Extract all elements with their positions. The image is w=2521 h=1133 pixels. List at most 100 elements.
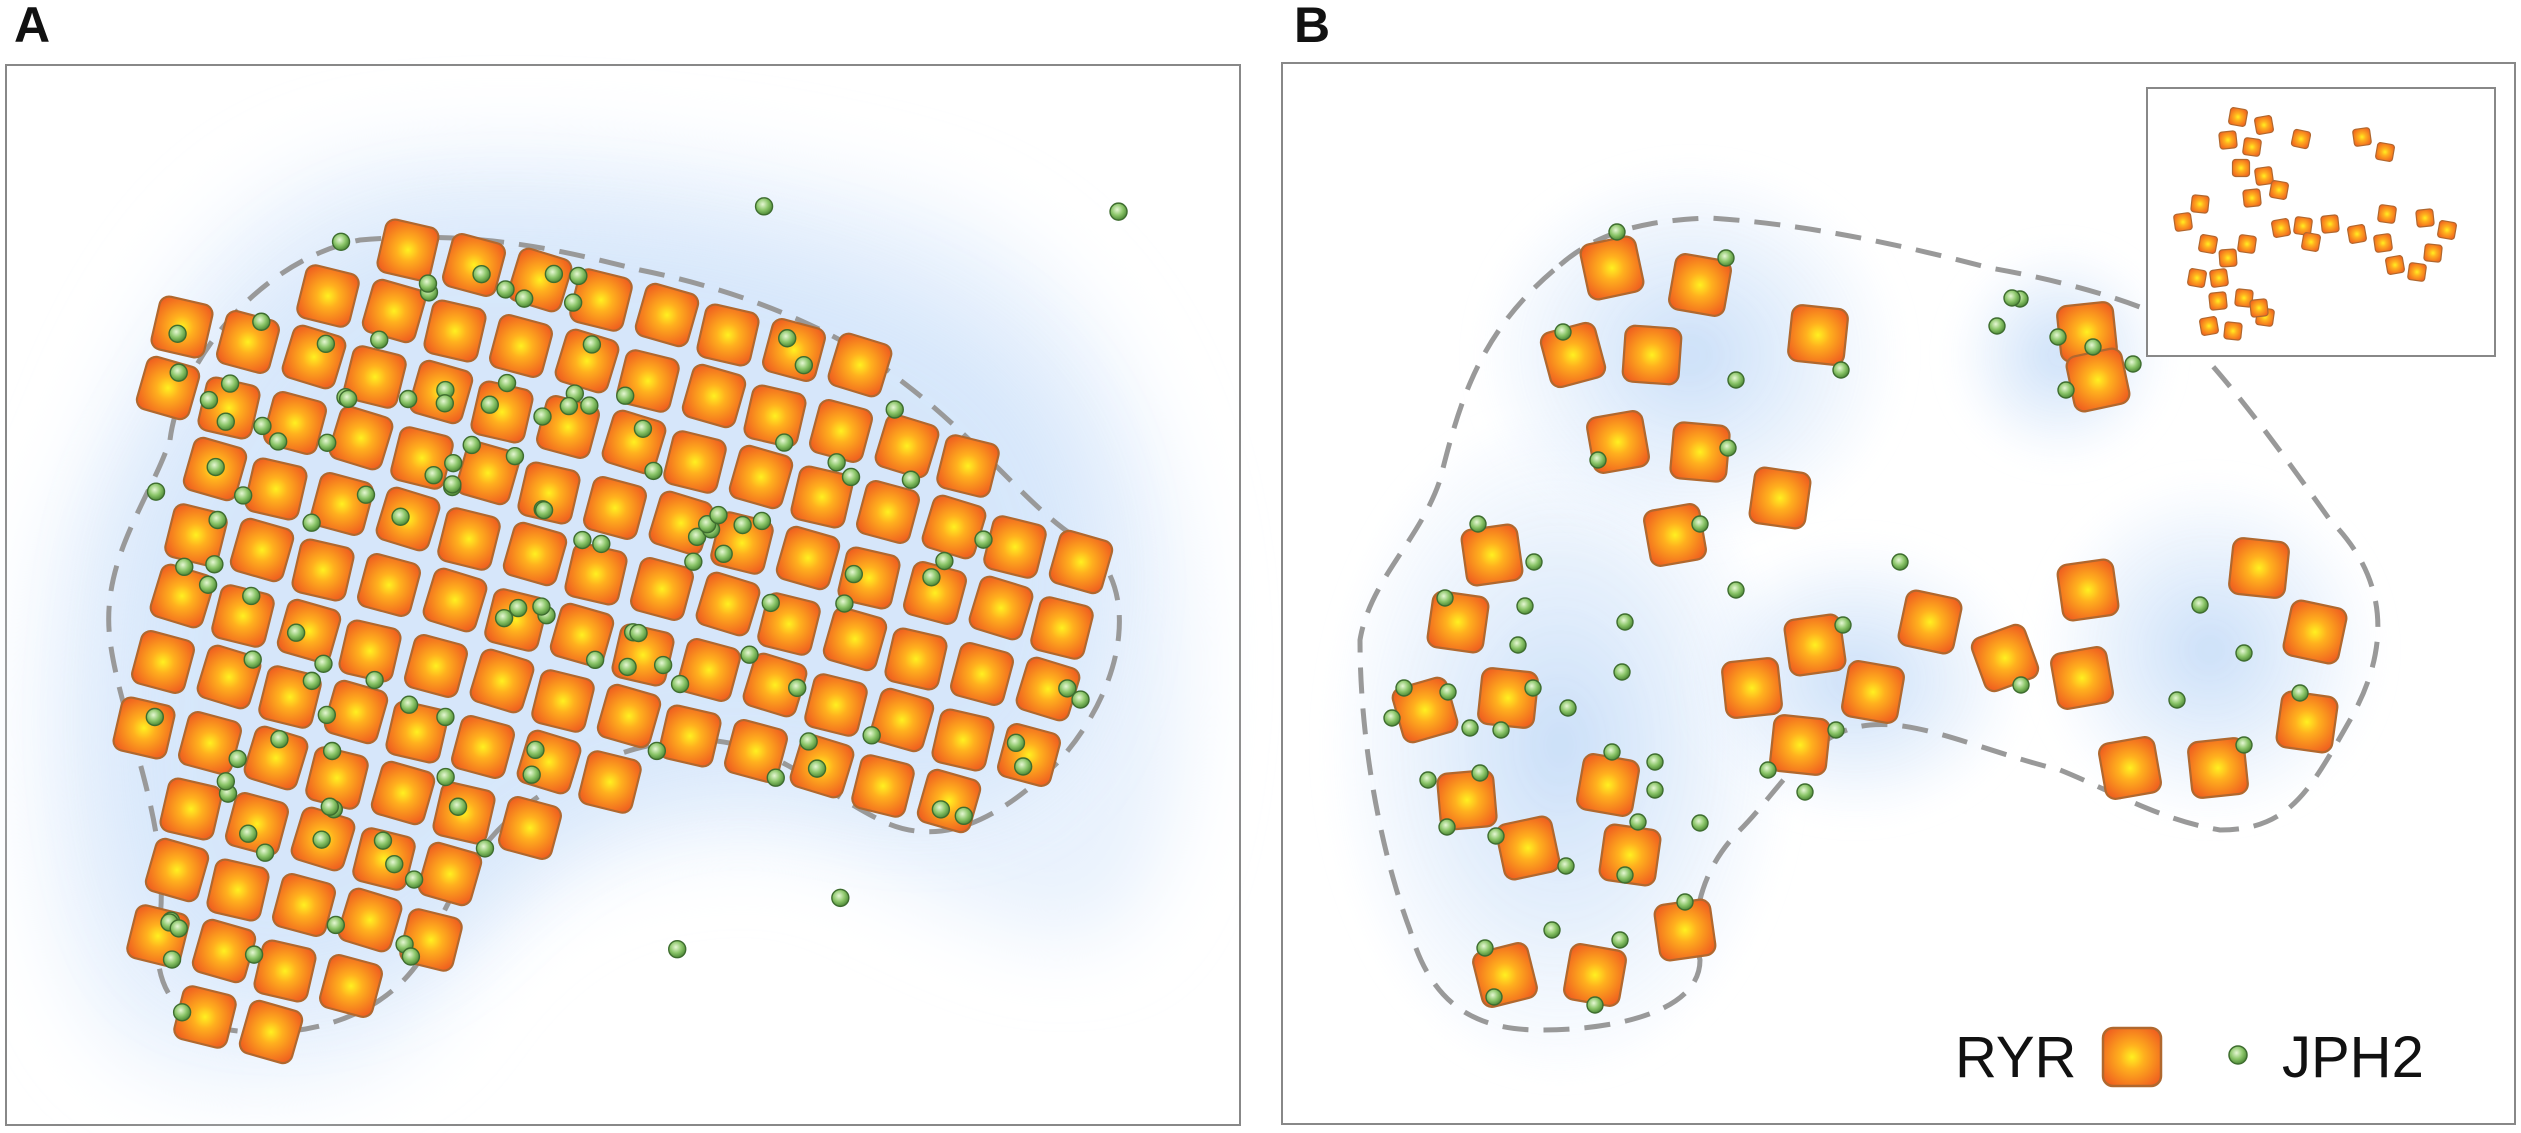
jph2-icon: [314, 654, 333, 673]
ryr-icon: [1643, 503, 1707, 567]
jph2-icon: [199, 390, 219, 410]
jph2-icon: [316, 334, 336, 354]
ryr-icon: [2228, 537, 2290, 599]
ryr-icon: [296, 264, 360, 328]
jph2-icon: [448, 797, 468, 816]
ryr-icon: [244, 457, 308, 521]
ryr-icon: [2407, 262, 2427, 282]
jph2-icon: [326, 915, 346, 935]
panel-a-letter: A: [14, 0, 50, 53]
ryr-icon: [2249, 298, 2269, 318]
jph2-icon: [242, 586, 261, 606]
ryr-icon: [804, 673, 868, 737]
jph2-icon: [270, 730, 289, 749]
jph2-icon: [356, 485, 376, 504]
jph2-icon: [1058, 679, 1077, 698]
jph2-icon: [1013, 757, 1033, 776]
ryr-icon: [422, 567, 488, 633]
jph2-icon: [2057, 381, 2075, 399]
ryr-icon: [681, 363, 747, 429]
jph2-icon: [2191, 596, 2209, 614]
jph2-icon: [2124, 355, 2142, 373]
jph2-icon: [1006, 733, 1026, 753]
jph2-icon: [862, 726, 881, 745]
ryr-icon: [2275, 690, 2339, 754]
jph2-icon: [2235, 644, 2253, 662]
ryr-icon: [1621, 324, 1683, 386]
ryr-icon: [1668, 253, 1732, 317]
ryr-icon: [159, 777, 223, 841]
ryr-icon: [931, 708, 995, 772]
jph2-icon: [1717, 249, 1735, 267]
jph2-icon: [322, 741, 342, 761]
jph2-icon: [633, 419, 653, 438]
ryr-icon: [2218, 248, 2238, 268]
jph2-icon: [1608, 223, 1626, 241]
jph2-icon: [2168, 691, 2186, 709]
ryr-icon: [2208, 291, 2228, 311]
ryr-icon: [569, 268, 633, 332]
panel-b-inset: [2146, 87, 2496, 357]
ryr-icon: [1576, 753, 1640, 817]
jph2-icon: [162, 950, 182, 969]
jph2-icon: [2084, 338, 2102, 356]
jph2-icon: [168, 324, 187, 343]
ryr-icon: [1436, 769, 1498, 831]
ryr-icon: [437, 507, 501, 571]
ryr-icon: [2050, 646, 2114, 710]
jph2-icon: [1988, 317, 2006, 335]
jph2-icon: [775, 433, 794, 452]
jph2-icon: [206, 457, 225, 477]
jph2-icon: [424, 465, 443, 485]
ryr-icon: [2199, 316, 2219, 336]
jph2-icon: [370, 330, 389, 349]
jph2-icon: [169, 919, 188, 938]
jph2-icon: [1471, 764, 1489, 782]
ryr-icon: [531, 669, 595, 733]
jph2-icon: [522, 765, 541, 784]
jph2-icon: [318, 433, 337, 452]
ryr-icon: [2190, 194, 2210, 214]
ryr-icon: [950, 642, 1014, 706]
ryr-icon: [323, 679, 389, 745]
ryr-icon: [728, 444, 794, 510]
jph2-icon: [885, 400, 904, 419]
jph2-icon: [807, 759, 827, 778]
jph2-icon: [198, 575, 218, 594]
jph2-icon: [216, 772, 236, 791]
ryr-icon: [310, 472, 374, 536]
ryr-icon: [837, 546, 901, 610]
ryr-icon: [1477, 667, 1539, 729]
jph2-icon: [1438, 818, 1456, 836]
jph2-icon: [1516, 597, 1534, 615]
ryr-icon: [1841, 660, 1905, 724]
ryr-icon: [2254, 166, 2274, 186]
jph2-icon: [766, 768, 785, 787]
jph2-icon: [592, 534, 611, 554]
ryr-icon: [2242, 137, 2262, 157]
ryr-icon: [2269, 180, 2289, 200]
ryr-icon: [983, 515, 1047, 579]
ryr-icon: [1787, 304, 1849, 366]
ryr-icon: [337, 887, 403, 953]
jph2-icon: [302, 671, 322, 691]
ryr-icon: [2242, 188, 2262, 208]
jph2-icon: [668, 939, 687, 959]
jph2-icon: [404, 870, 424, 889]
ryr-icon: [2282, 599, 2348, 665]
jph2-icon: [778, 329, 797, 348]
jph2-icon: [401, 947, 421, 966]
jph2-icon: [2235, 736, 2253, 754]
jph2-icon: [585, 650, 605, 670]
jph2-icon: [526, 740, 545, 760]
jph2-icon: [799, 732, 818, 751]
ryr-icon: [658, 704, 722, 768]
ryr-icon: [1460, 523, 1524, 587]
ryr-icon: [502, 521, 568, 587]
ryr-icon: [2271, 218, 2291, 238]
jph2-icon: [385, 854, 404, 874]
jph2-icon: [1554, 323, 1572, 341]
ryr-icon: [484, 588, 548, 652]
ryr-icon: [2415, 208, 2435, 228]
